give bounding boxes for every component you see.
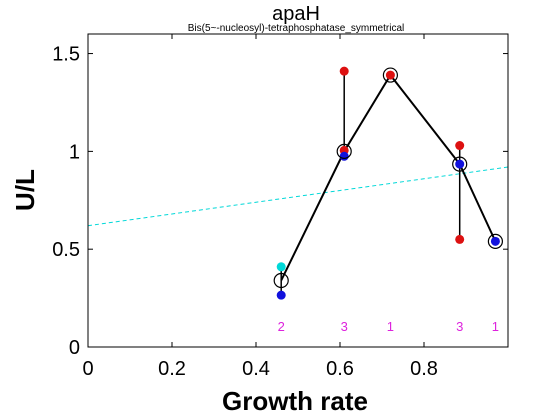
replicate-point-1-2 [339, 151, 349, 161]
x-tick-label-4: 0.8 [410, 358, 438, 380]
x-tick-label-0: 0 [82, 358, 93, 380]
y-tick-label-2: 1 [69, 141, 80, 163]
mean-point-4 [487, 233, 503, 249]
count-label-1: 3 [341, 319, 348, 334]
chart-subtitle: Bis(5~-nucleosyl)-tetraphosphatase_symme… [188, 23, 404, 34]
y-tick-label-3: 1.5 [52, 44, 80, 66]
count-label-2: 1 [387, 319, 394, 334]
replicate-point-3-0 [455, 141, 465, 151]
count-label-0: 2 [278, 319, 285, 334]
mean-point-2 [382, 67, 398, 83]
y-tick-label-1: 0.5 [52, 239, 80, 261]
replicate-point-3-1 [455, 159, 465, 169]
mean-point-0 [273, 272, 289, 289]
count-label-4: 1 [492, 319, 499, 334]
plot-area: 2 3 1 3 1 [87, 66, 509, 334]
replicate-point-0-0 [276, 262, 286, 272]
y-axis-label: U/L [10, 169, 40, 211]
x-tick-label-1: 0.2 [158, 358, 186, 380]
axes-frame [87, 33, 509, 348]
y-tick-label-0: 0 [69, 337, 80, 359]
replicate-point-2-0 [385, 70, 395, 80]
replicate-point-4-0 [490, 236, 500, 246]
axis-ticks: 0 0.2 0.4 0.6 0.8 0 0.5 1 1.5 [52, 34, 508, 380]
x-tick-label-3: 0.6 [326, 358, 354, 380]
x-axis-label: Growth rate [222, 386, 368, 416]
trend-line [87, 166, 509, 227]
replicate-point-0-1 [276, 290, 286, 300]
chart-title: apaH [272, 3, 320, 25]
mean-point-1 [336, 143, 352, 159]
count-label-3: 3 [456, 319, 463, 334]
replicate-point-1-0 [339, 66, 349, 76]
replicate-point-3-2 [455, 234, 465, 244]
mean-series-line [280, 73, 497, 281]
mean-point-3 [452, 156, 468, 172]
x-tick-label-2: 0.4 [242, 358, 270, 380]
